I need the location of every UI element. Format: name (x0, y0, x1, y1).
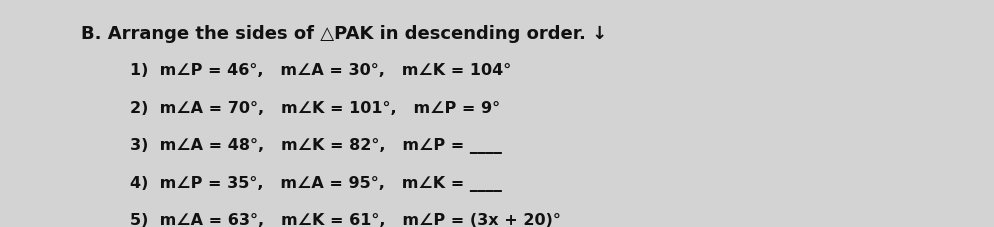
Text: B. Arrange the sides of △PAK in descending order. ↓: B. Arrange the sides of △PAK in descendi… (81, 24, 607, 42)
Text: 4)  m∠P = 35°,   m∠A = 95°,   m∠K = ____: 4) m∠P = 35°, m∠A = 95°, m∠K = ____ (130, 175, 502, 191)
Text: 1)  m∠P = 46°,   m∠A = 30°,   m∠K = 104°: 1) m∠P = 46°, m∠A = 30°, m∠K = 104° (130, 63, 512, 78)
Text: 2)  m∠A = 70°,   m∠K = 101°,   m∠P = 9°: 2) m∠A = 70°, m∠K = 101°, m∠P = 9° (130, 100, 500, 115)
Text: 3)  m∠A = 48°,   m∠K = 82°,   m∠P = ____: 3) m∠A = 48°, m∠K = 82°, m∠P = ____ (130, 138, 502, 153)
Text: 5)  m∠A = 63°,   m∠K = 61°,   m∠P = (3x + 20)°: 5) m∠A = 63°, m∠K = 61°, m∠P = (3x + 20)… (130, 212, 562, 227)
